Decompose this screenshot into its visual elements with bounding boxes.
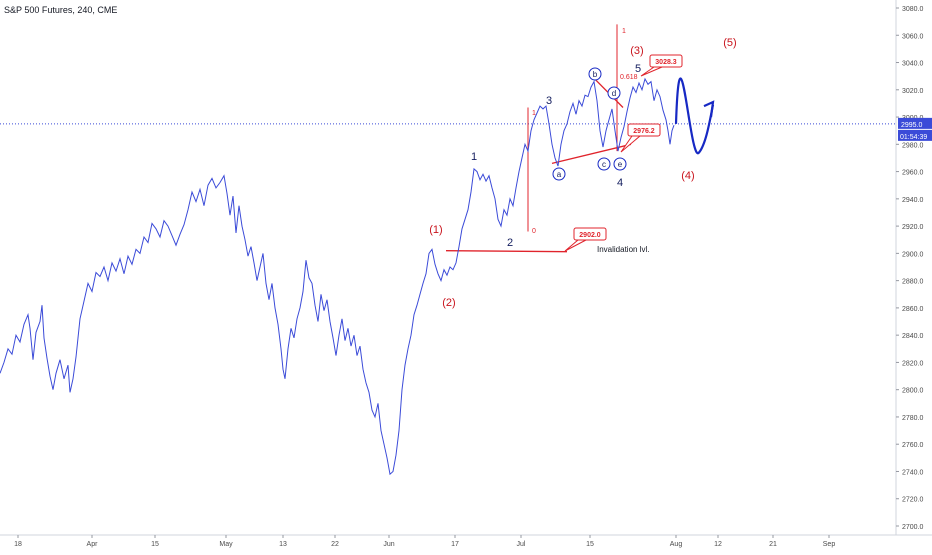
- fib-level-label: 0: [532, 228, 536, 235]
- y-tick-label: 3060.0: [902, 33, 924, 40]
- price-badge-label: 2995.0: [901, 122, 923, 129]
- y-tick-label: 3080.0: [902, 6, 924, 13]
- y-tick-label: 2740.0: [902, 469, 924, 476]
- callout-pointer: [620, 135, 641, 153]
- callout-label: 3028.3: [655, 59, 677, 66]
- y-tick-label: 2880.0: [902, 279, 924, 286]
- x-tick-label: Aug: [670, 541, 683, 548]
- y-tick-label: 2920.0: [902, 224, 924, 231]
- y-tick-label: 2960.0: [902, 170, 924, 177]
- fib-level-label: 0.618: [620, 74, 638, 81]
- price-series-line: [0, 77, 675, 476]
- circled-wave-label: c: [602, 160, 606, 169]
- fib-level-label: 1: [532, 110, 536, 117]
- projection-arrow-head: [703, 100, 715, 118]
- drawings-layer: 2902.0 2976.2 3028.3: [0, 24, 896, 253]
- y-tick-label: 2780.0: [902, 415, 924, 422]
- fib-level-label: 1: [622, 28, 626, 35]
- callout-box: [627, 123, 661, 137]
- wave-label: (2): [442, 297, 455, 309]
- x-tick-label: Jun: [383, 541, 394, 548]
- y-tick-label: 2720.0: [902, 497, 924, 504]
- invalidation-annotation: Invalidation lvl.: [597, 245, 649, 254]
- callout-box: [649, 54, 683, 68]
- circled-wave-marker: [588, 67, 602, 81]
- x-tick-label: 15: [586, 541, 594, 548]
- y-tick-label: 2980.0: [902, 142, 924, 149]
- wave-label: 3: [546, 95, 552, 107]
- triangle-upper-line: [591, 75, 624, 108]
- y-tick-label: 2840.0: [902, 333, 924, 340]
- y-tick-label: 2700.0: [902, 524, 924, 531]
- series-layer: [0, 77, 675, 476]
- circled-wave-marker: [552, 167, 566, 181]
- callout-label: 2902.0: [579, 232, 601, 239]
- x-tick-label: 18: [14, 541, 22, 548]
- circled-wave-marker: [613, 157, 627, 171]
- callout-label: 2976.2: [633, 128, 655, 135]
- wave-label: (3): [630, 45, 643, 57]
- x-tick-label: 12: [714, 541, 722, 548]
- wave-label: (4): [681, 170, 694, 182]
- x-tick-label: May: [219, 541, 233, 548]
- invalidation-level-line: [445, 249, 568, 253]
- price-badge: [898, 117, 932, 129]
- circled-wave-marker: [597, 157, 611, 171]
- y-tick-label: 2900.0: [902, 251, 924, 258]
- wave-label: (1): [429, 224, 442, 236]
- countdown-label: 01:54:39: [900, 134, 927, 141]
- y-tick-label: 3040.0: [902, 61, 924, 68]
- projection-arrow-path: [674, 77, 715, 155]
- wave-label: 2: [507, 237, 513, 249]
- wave-label: 4: [617, 177, 623, 189]
- y-tick-label: 2940.0: [902, 197, 924, 204]
- circled-wave-label: a: [557, 170, 562, 179]
- wave-label: 1: [471, 151, 477, 163]
- y-tick-label: 2860.0: [902, 306, 924, 313]
- y-tick-label: 3020.0: [902, 88, 924, 95]
- x-tick-label: Jul: [517, 541, 526, 548]
- circled-wave-marker: [607, 86, 621, 100]
- x-tick-label: Sep: [823, 541, 836, 548]
- wave-label: 5: [635, 63, 641, 75]
- x-tick-label: 21: [769, 541, 777, 548]
- labels-layer: (1) (2) (3) (4) (5) 1 2 3 4 5 a b c d e 0 1 1 0.618 Invalid…: [429, 28, 736, 309]
- countdown-badge: [898, 129, 932, 141]
- chart-title: S&P 500 Futures, 240, CME: [4, 5, 118, 15]
- callout-box: [573, 227, 607, 241]
- x-tick-label: 22: [331, 541, 339, 548]
- x-tick-label: Apr: [87, 541, 99, 548]
- callout-pointer: [564, 239, 587, 252]
- circled-wave-label: e: [618, 160, 623, 169]
- wave-label: (5): [723, 37, 736, 49]
- x-tick-label: 15: [151, 541, 159, 548]
- callout-pointer: [640, 66, 663, 77]
- x-tick-label: 13: [279, 541, 287, 548]
- y-tick-label: 2820.0: [902, 360, 924, 367]
- circled-wave-label: b: [593, 70, 598, 79]
- circled-wave-label: d: [612, 89, 616, 98]
- y-tick-label: 2800.0: [902, 388, 924, 395]
- x-tick-label: 17: [451, 541, 459, 548]
- y-tick-label: 2760.0: [902, 442, 924, 449]
